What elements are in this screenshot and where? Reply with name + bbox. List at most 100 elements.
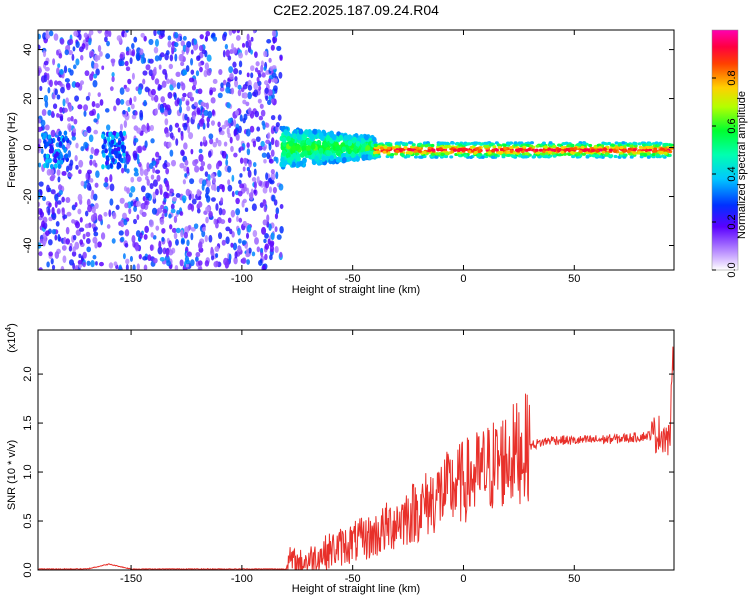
heatmap-noise-cell	[68, 38, 74, 45]
x-tick-label: 0	[460, 273, 466, 285]
heatmap-signal-cell	[583, 148, 588, 152]
heatmap-noise-cell	[95, 261, 98, 266]
heatmap-noise-cell	[276, 140, 280, 148]
heatmap-noise-cell	[180, 239, 185, 245]
heatmap-noise-cell	[199, 66, 203, 73]
colorbar-tick-label: 0.6	[726, 118, 738, 133]
colorbar-frame	[711, 29, 739, 271]
heatmap-noise-cell	[103, 182, 109, 188]
heatmap-noise-cell	[265, 172, 269, 181]
heatmap-noise-cell	[121, 148, 126, 154]
heatmap-noise-cell	[92, 236, 98, 244]
heatmap-noise-cell	[128, 207, 132, 215]
heatmap-noise-cell	[140, 185, 146, 193]
heatmap-noise-cell	[99, 51, 103, 57]
heatmap-signal-cell	[604, 152, 609, 156]
heatmap-signal-cell	[286, 157, 292, 164]
heatmap-noise-cell	[112, 211, 117, 220]
heatmap-noise-cell	[183, 142, 188, 150]
heatmap-noise-cell	[78, 253, 82, 259]
heatmap-noise-cell	[148, 38, 154, 46]
heatmap-noise-cell	[131, 235, 136, 244]
heatmap-noise-cell	[241, 240, 247, 245]
heatmap-noise-cell	[190, 58, 194, 66]
heatmap-noise-cell	[204, 62, 210, 71]
heatmap-noise-cell	[47, 207, 51, 216]
heatmap-noise-cell	[173, 232, 178, 240]
heatmap-noise-cell	[62, 98, 66, 107]
heatmap-signal-cell	[659, 150, 664, 155]
y-tick-label: -20	[22, 189, 34, 205]
heatmap-signal-cell	[626, 143, 631, 147]
heatmap-noise-cell	[264, 87, 269, 94]
x-tick-label: 0	[460, 573, 466, 585]
heatmap-signal-cell	[295, 144, 301, 151]
heatmap-noise-cell	[197, 241, 203, 250]
heatmap-noise-cell	[211, 109, 215, 116]
heatmap-noise-cell	[178, 105, 183, 114]
heatmap-noise-cell	[160, 96, 166, 103]
heatmap-signal-cell	[576, 152, 581, 156]
heatmap-noise-cell	[88, 134, 94, 143]
heatmap-noise-cell	[106, 224, 111, 229]
heatmap-signal-cell	[524, 155, 529, 159]
heatmap-noise-cell	[242, 166, 246, 172]
heatmap-noise-cell	[192, 43, 198, 51]
heatmap-noise-cell	[237, 89, 242, 97]
heatmap-signal-cell	[398, 148, 403, 153]
heatmap-noise-cell	[98, 261, 104, 267]
colorbar-gradient	[712, 30, 738, 270]
heatmap-noise-cell	[71, 81, 77, 88]
heatmap-noise-cell	[175, 71, 181, 78]
heatmap-noise-cell	[96, 112, 100, 120]
heatmap-signal-cell	[403, 145, 408, 150]
heatmap-noise-cell	[63, 65, 68, 74]
heatmap-noise-cell	[153, 46, 159, 54]
heatmap-noise-cell	[136, 263, 140, 270]
heatmap-noise-cell	[58, 189, 63, 196]
heatmap-signal-cell	[458, 151, 463, 155]
heatmap-noise-cell	[233, 128, 238, 136]
heatmap-signal-cell	[591, 154, 596, 158]
heatmap-noise-cell	[75, 164, 79, 170]
heatmap-noise-cell	[161, 227, 166, 234]
heatmap-noise-cell	[117, 140, 122, 146]
heatmap-signal-cell	[632, 148, 637, 152]
heatmap-noise-cell	[208, 133, 214, 140]
heatmap-noise-cell	[72, 128, 77, 133]
heatmap-signal-cell	[302, 157, 307, 164]
heatmap-noise-cell	[242, 186, 248, 192]
heatmap-signal-cell	[430, 143, 435, 148]
heatmap-noise-cell	[209, 138, 214, 145]
heatmap-noise-cell	[262, 219, 268, 226]
heatmap-noise-cell	[258, 115, 264, 121]
heatmap-signal-cell	[479, 142, 484, 146]
heatmap-noise-cell	[261, 72, 266, 78]
heatmap-noise-cell	[235, 109, 240, 116]
heatmap-noise-cell	[269, 254, 273, 261]
heatmap-signal-cell	[347, 148, 352, 155]
heatmap-noise-cell	[153, 94, 159, 103]
heatmap-noise-cell	[149, 162, 154, 170]
heatmap-noise-cell	[159, 52, 165, 58]
heatmap-noise-cell	[192, 159, 198, 167]
heatmap-noise-cell	[42, 32, 47, 40]
heatmap-noise-cell	[232, 47, 238, 54]
heatmap-noise-cell	[134, 245, 140, 251]
heatmap-noise-cell	[56, 200, 62, 205]
heatmap-noise-cell	[165, 167, 170, 175]
heatmap-noise-cell	[218, 232, 223, 240]
heatmap-noise-cell	[247, 84, 253, 91]
heatmap-signal-cell	[538, 148, 543, 152]
heatmap-noise-cell	[111, 238, 116, 244]
heatmap-noise-cell	[250, 36, 254, 42]
heatmap-noise-cell	[50, 258, 54, 265]
heatmap-noise-cell	[86, 126, 92, 134]
heatmap-noise-cell	[271, 94, 275, 99]
heatmap-signal-cell	[668, 143, 673, 147]
heatmap-noise-cell	[263, 66, 267, 71]
heatmap-signal-cell	[490, 155, 495, 159]
heatmap-signal-cell	[444, 144, 449, 149]
heatmap-signal-cell	[376, 150, 381, 154]
heatmap-noise-cell	[270, 172, 276, 181]
